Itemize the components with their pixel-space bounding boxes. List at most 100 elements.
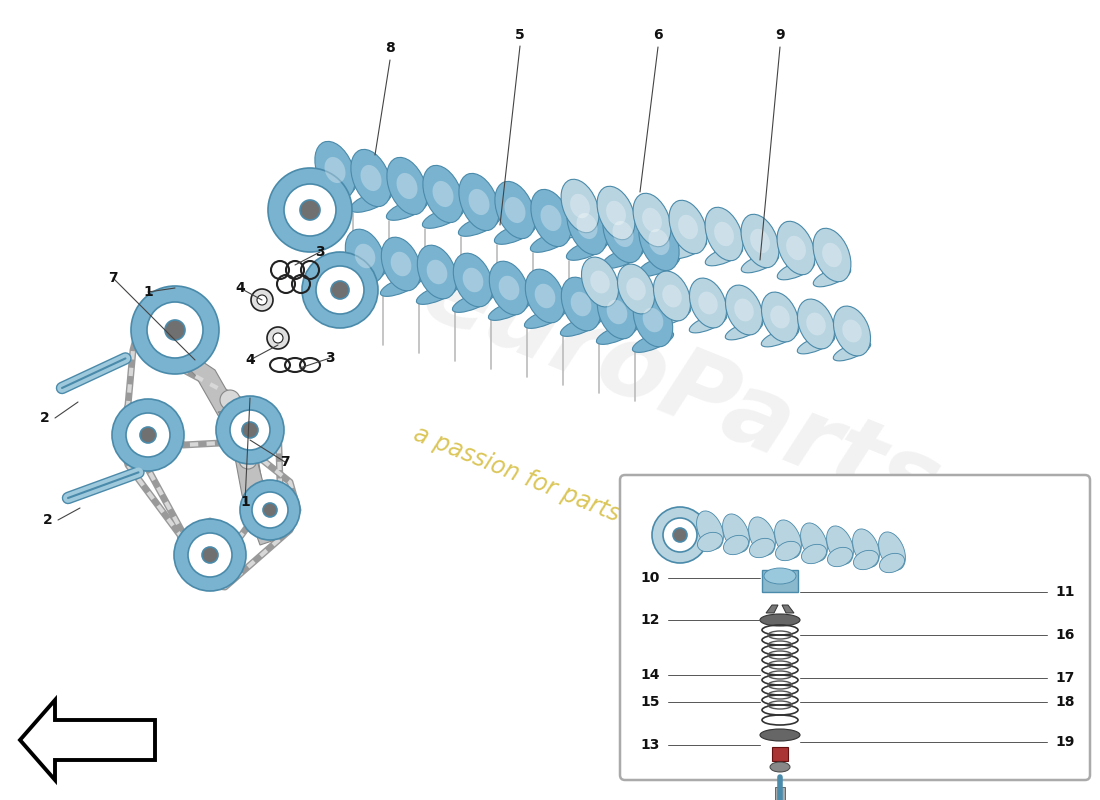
Circle shape — [652, 507, 708, 563]
Text: 18: 18 — [1055, 695, 1075, 709]
Ellipse shape — [498, 276, 519, 300]
Ellipse shape — [432, 181, 453, 207]
Text: 12: 12 — [640, 613, 660, 627]
Ellipse shape — [822, 243, 842, 267]
Ellipse shape — [749, 517, 775, 555]
Ellipse shape — [525, 307, 565, 328]
Text: 2: 2 — [40, 411, 49, 425]
Ellipse shape — [852, 529, 879, 567]
Ellipse shape — [634, 293, 673, 347]
Ellipse shape — [591, 270, 609, 294]
Ellipse shape — [801, 523, 827, 561]
Circle shape — [147, 302, 204, 358]
Text: 17: 17 — [1055, 671, 1075, 685]
Ellipse shape — [535, 301, 554, 319]
Ellipse shape — [591, 286, 609, 303]
Circle shape — [273, 333, 283, 343]
Ellipse shape — [390, 252, 411, 276]
Ellipse shape — [802, 544, 826, 564]
Polygon shape — [766, 605, 778, 613]
Ellipse shape — [662, 285, 682, 307]
Ellipse shape — [606, 201, 626, 225]
Ellipse shape — [726, 285, 762, 335]
Ellipse shape — [749, 538, 774, 558]
Ellipse shape — [361, 184, 381, 202]
Ellipse shape — [669, 238, 706, 259]
Ellipse shape — [597, 186, 635, 240]
Circle shape — [268, 168, 352, 252]
Ellipse shape — [344, 267, 386, 288]
Text: 6: 6 — [653, 28, 663, 42]
Circle shape — [239, 451, 257, 469]
Ellipse shape — [597, 285, 637, 339]
Ellipse shape — [827, 547, 853, 566]
Ellipse shape — [469, 189, 490, 215]
Ellipse shape — [843, 320, 861, 342]
Circle shape — [300, 200, 320, 220]
Text: 11: 11 — [1055, 585, 1075, 599]
Ellipse shape — [705, 207, 742, 261]
Ellipse shape — [396, 173, 418, 199]
Ellipse shape — [463, 268, 483, 292]
Ellipse shape — [351, 150, 392, 206]
Circle shape — [240, 480, 300, 540]
Ellipse shape — [427, 277, 447, 295]
Bar — [776, 787, 785, 800]
Ellipse shape — [355, 261, 375, 279]
Text: 14: 14 — [640, 668, 660, 682]
Ellipse shape — [495, 182, 535, 238]
Circle shape — [131, 286, 219, 374]
Ellipse shape — [786, 236, 806, 260]
Ellipse shape — [653, 271, 691, 321]
Ellipse shape — [696, 511, 724, 549]
Circle shape — [252, 492, 288, 528]
Text: 15: 15 — [640, 695, 660, 709]
Ellipse shape — [823, 261, 842, 278]
Ellipse shape — [735, 314, 754, 331]
Circle shape — [263, 503, 277, 517]
Ellipse shape — [597, 225, 635, 245]
Circle shape — [251, 289, 273, 311]
Ellipse shape — [392, 269, 411, 287]
Circle shape — [663, 518, 697, 552]
Ellipse shape — [606, 218, 626, 235]
Ellipse shape — [571, 292, 592, 316]
Text: 2: 2 — [43, 513, 53, 527]
Text: a passion for parts since 1985: a passion for parts since 1985 — [410, 422, 750, 578]
Ellipse shape — [603, 206, 644, 262]
Ellipse shape — [770, 322, 790, 338]
Ellipse shape — [422, 166, 463, 222]
Ellipse shape — [596, 323, 638, 344]
Text: 10: 10 — [640, 571, 660, 585]
Circle shape — [242, 422, 258, 438]
Ellipse shape — [642, 226, 662, 242]
Ellipse shape — [382, 237, 420, 291]
Ellipse shape — [777, 222, 815, 274]
Ellipse shape — [530, 230, 572, 252]
Ellipse shape — [798, 334, 835, 354]
Circle shape — [126, 413, 170, 457]
Ellipse shape — [541, 224, 561, 242]
Ellipse shape — [750, 229, 770, 253]
Ellipse shape — [488, 299, 529, 320]
Bar — [772, 747, 788, 761]
Ellipse shape — [669, 200, 707, 254]
Ellipse shape — [760, 729, 800, 741]
Ellipse shape — [324, 157, 345, 183]
Ellipse shape — [724, 535, 748, 554]
Ellipse shape — [459, 214, 499, 236]
Circle shape — [230, 410, 270, 450]
Ellipse shape — [345, 229, 385, 283]
Text: 9: 9 — [776, 28, 784, 42]
Circle shape — [188, 533, 232, 577]
Circle shape — [220, 390, 240, 410]
Ellipse shape — [741, 253, 779, 273]
Circle shape — [316, 266, 364, 314]
Ellipse shape — [778, 260, 815, 280]
FancyBboxPatch shape — [620, 475, 1090, 780]
Ellipse shape — [705, 246, 742, 266]
Ellipse shape — [576, 213, 597, 239]
Ellipse shape — [560, 315, 602, 336]
Ellipse shape — [459, 174, 499, 230]
Ellipse shape — [607, 300, 627, 324]
